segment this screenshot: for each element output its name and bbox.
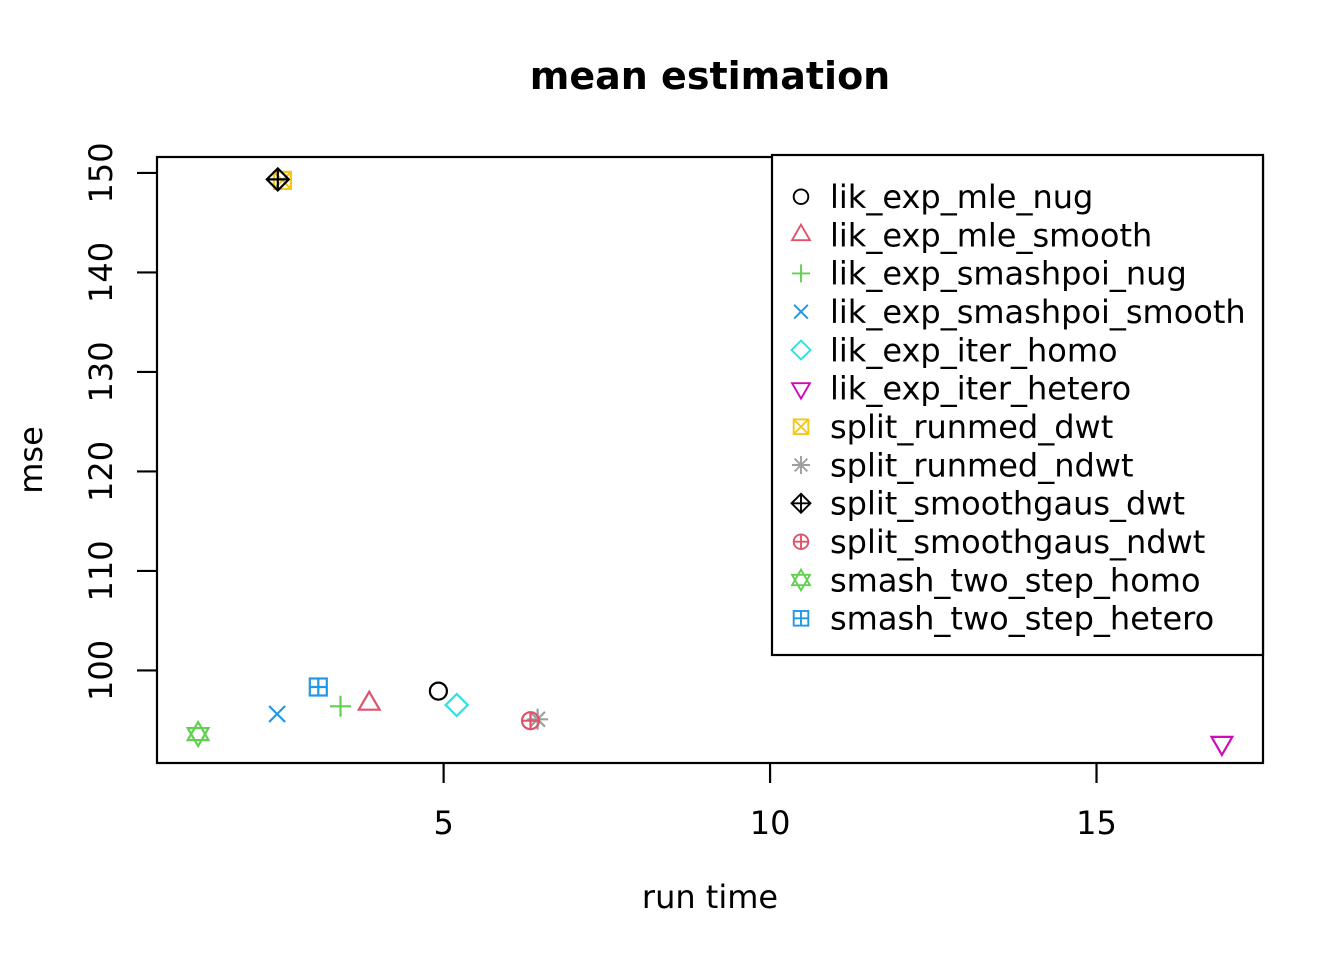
legend-label: smash_two_step_homo: [830, 561, 1201, 599]
circle-plus-marker-icon: [792, 533, 810, 550]
legend-item-lik_exp_smashpoi_smooth: lik_exp_smashpoi_smooth: [793, 293, 1246, 331]
y-tick-label: 140: [82, 242, 120, 303]
legend-item-split_smoothgaus_dwt: split_smoothgaus_dwt: [790, 485, 1185, 523]
legend-item-split_smoothgaus_ndwt: split_smoothgaus_ndwt: [792, 523, 1205, 561]
legend: lik_exp_mle_nuglik_exp_mle_smoothlik_exp…: [770, 153, 1265, 657]
legend-label: split_smoothgaus_ndwt: [830, 523, 1205, 561]
square-x-marker-icon: [792, 418, 810, 435]
data-point-split_smoothgaus_ndwt: [520, 711, 541, 731]
legend-label: split_runmed_ndwt: [830, 446, 1134, 484]
x-axis-label: run time: [641, 878, 779, 916]
legend-item-split_runmed_ndwt: split_runmed_ndwt: [791, 446, 1134, 484]
y-tick-label: 110: [82, 540, 120, 601]
legend-label: lik_exp_smashpoi_nug: [830, 255, 1187, 293]
legend-label: smash_two_step_hetero: [830, 600, 1214, 638]
legend-label: lik_exp_mle_nug: [830, 178, 1093, 216]
legend-item-lik_exp_mle_nug: lik_exp_mle_nug: [792, 178, 1093, 216]
x-tick-label: 10: [750, 804, 791, 842]
data-point-lik_exp_smashpoi_nug: [330, 695, 351, 717]
square-plus-marker-icon: [792, 610, 810, 627]
diamond-plus-marker-icon: [265, 166, 291, 192]
triangle-up-marker-icon: [790, 222, 812, 242]
data-point-lik_exp_iter_hetero: [1209, 735, 1235, 758]
star6-marker-icon: [790, 567, 812, 593]
legend-item-smash_two_step_homo: smash_two_step_homo: [790, 561, 1201, 599]
data-point-smash_two_step_hetero: [308, 677, 328, 697]
circle-marker-icon: [792, 188, 810, 205]
triangle-down-marker-icon: [1209, 735, 1235, 758]
legend-item-lik_exp_mle_smooth: lik_exp_mle_smooth: [790, 216, 1152, 254]
plus-marker-icon: [791, 264, 811, 283]
legend-label: lik_exp_smashpoi_smooth: [830, 293, 1246, 331]
legend-item-lik_exp_iter_homo: lik_exp_iter_homo: [790, 331, 1118, 369]
diamond-marker-icon: [444, 692, 470, 718]
data-point-lik_exp_mle_smooth: [356, 689, 382, 711]
data-point-lik_exp_mle_nug: [428, 681, 448, 701]
data-point-lik_exp_iter_homo: [444, 692, 470, 718]
y-tick-label: 120: [82, 441, 120, 502]
data-point-split_smoothgaus_dwt: [265, 166, 291, 192]
x-tick-label: 15: [1076, 804, 1117, 842]
circle-marker-icon: [428, 681, 448, 701]
legend-label: split_smoothgaus_dwt: [830, 485, 1185, 523]
legend-item-split_runmed_dwt: split_runmed_dwt: [792, 408, 1113, 446]
diamond-marker-icon: [790, 339, 812, 361]
x-marker-icon: [268, 705, 286, 723]
data-point-split_runmed_ndwt: [527, 708, 549, 730]
legend-label: lik_exp_mle_smooth: [830, 216, 1152, 254]
y-tick-label: 150: [82, 142, 120, 203]
asterisk-marker-icon: [527, 708, 549, 730]
star6-marker-icon: [185, 719, 211, 749]
legend-label: split_runmed_dwt: [830, 408, 1113, 446]
y-tick-label: 100: [82, 640, 120, 701]
x-marker-icon: [793, 304, 809, 320]
triangle-up-marker-icon: [356, 689, 382, 711]
x-tick-label: 5: [433, 804, 453, 842]
legend-border: [770, 153, 1265, 657]
legend-item-smash_two_step_hetero: smash_two_step_hetero: [792, 600, 1214, 638]
legend-item-lik_exp_iter_hetero: lik_exp_iter_hetero: [790, 370, 1131, 408]
data-point-lik_exp_smashpoi_smooth: [268, 705, 286, 723]
legend-label: lik_exp_iter_homo: [830, 331, 1118, 369]
square-plus-marker-icon: [308, 677, 328, 697]
plus-marker-icon: [330, 695, 351, 717]
data-point-smash_two_step_homo: [185, 719, 211, 749]
legend-item-lik_exp_smashpoi_nug: lik_exp_smashpoi_nug: [791, 255, 1187, 293]
asterisk-marker-icon: [791, 455, 811, 475]
circle-plus-marker-icon: [520, 711, 541, 731]
triangle-down-marker-icon: [790, 382, 812, 401]
y-tick-label: 130: [82, 341, 120, 402]
diamond-plus-marker-icon: [790, 492, 812, 515]
legend-label: lik_exp_iter_hetero: [830, 370, 1131, 408]
chart-title: mean estimation: [529, 54, 891, 98]
